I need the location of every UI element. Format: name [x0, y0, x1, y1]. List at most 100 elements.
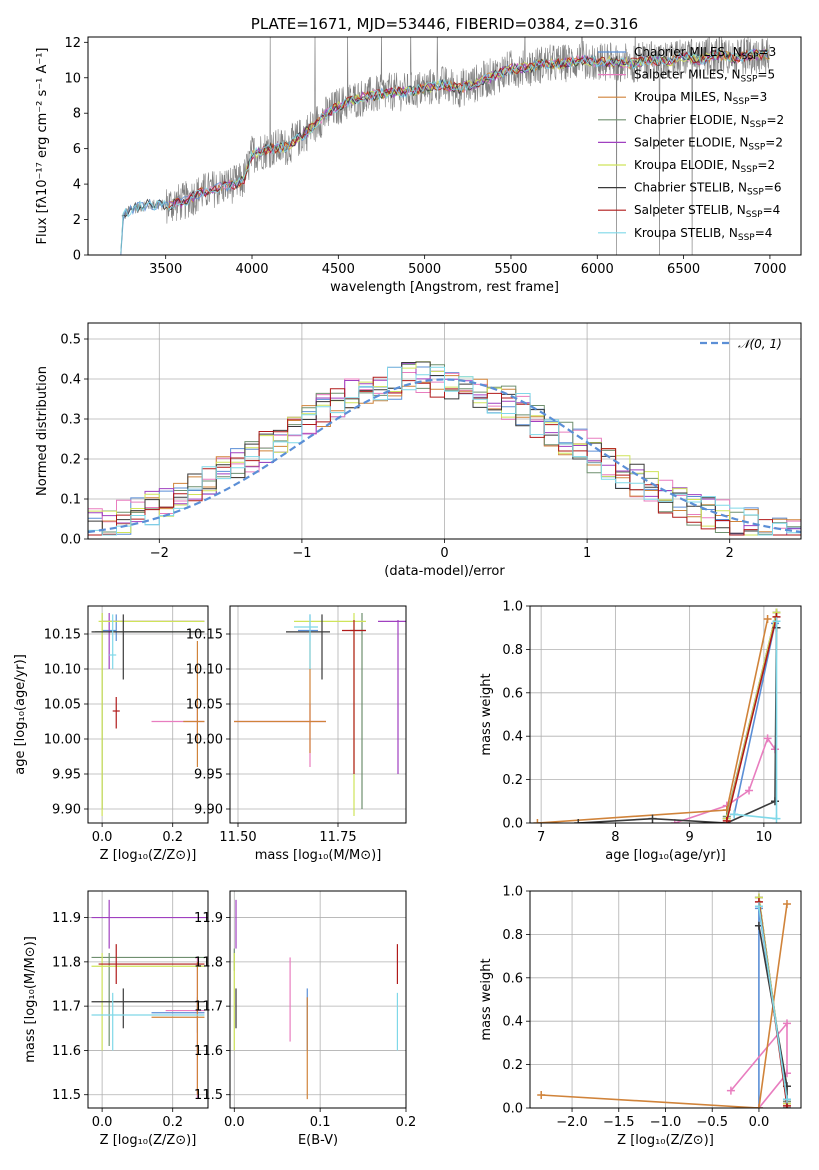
- y-tick-label: 10.05: [186, 698, 223, 713]
- weight-marker: [745, 786, 754, 795]
- error-bar-point: [342, 620, 366, 774]
- x-tick-label: 3500: [149, 262, 182, 277]
- weight-marker: [726, 1086, 735, 1095]
- chart-title: PLATE=1671, MJD=53446, FIBERID=0384, z=0…: [251, 15, 638, 33]
- y-tick-label: 10: [64, 71, 81, 86]
- y-tick-label: 11.6: [194, 1044, 223, 1059]
- y-axis-label: Normed distribution: [35, 366, 50, 496]
- y-tick-label: 0.4: [502, 1015, 523, 1030]
- x-tick-label: −1: [292, 546, 311, 561]
- weight-marker: [754, 902, 763, 911]
- x-tick-label: 2: [726, 546, 734, 561]
- legend: 𝒩(0, 1): [700, 337, 782, 351]
- legend-entry: Salpeter ELODIE, NSSP=2: [634, 135, 783, 152]
- y-tick-label: 10.15: [186, 628, 223, 643]
- y-tick-label: 0.2: [502, 773, 523, 788]
- y-tick-label: 11.9: [194, 911, 223, 926]
- y-tick-label: 10.00: [44, 733, 81, 748]
- y-tick-label: 9.95: [52, 768, 81, 783]
- legend-entry: Chabrier STELIB, NSSP=6: [634, 181, 782, 198]
- y-tick-label: 11.8: [194, 955, 223, 970]
- legend-entry: Kroupa STELIB, NSSP=4: [634, 226, 772, 243]
- legend-entry: Salpeter MILES, NSSP=5: [634, 68, 775, 85]
- axes-frame: [87, 36, 802, 256]
- error-bar-point: [294, 614, 318, 669]
- error-bar-point: [286, 614, 330, 680]
- y-axis-label: mass weight: [479, 673, 494, 755]
- weight-marker: [648, 814, 657, 823]
- y-tick-label: 10.15: [44, 628, 81, 643]
- weight-marker: [782, 900, 791, 909]
- panel-3: 0.0 0.2 9.90 9.95 10.00 10.05 10.10 10.15 Z [log…: [13, 605, 209, 863]
- x-axis-label: E(B-V): [298, 1133, 338, 1148]
- x-tick-label: 10: [756, 830, 773, 845]
- weight-marker: [782, 1019, 791, 1028]
- y-tick-label: 9.90: [194, 803, 223, 818]
- x-tick-label: 0.2: [396, 1115, 417, 1130]
- error-bar-point: [91, 992, 205, 1051]
- error-bar-point: [183, 641, 205, 767]
- legend-entry: Salpeter STELIB, NSSP=4: [634, 203, 780, 220]
- axes-frame: [87, 322, 802, 540]
- weight-marker: [722, 816, 731, 823]
- error-bar-point: [234, 641, 326, 753]
- y-tick-label: 0.6: [502, 971, 523, 986]
- y-tick-label: 10.05: [44, 698, 81, 713]
- error-bar-point: [294, 613, 366, 816]
- error-bar-point: [298, 614, 318, 641]
- error-bar-point: [91, 899, 208, 949]
- error-bar-point: [109, 614, 117, 669]
- y-tick-label: 11.7: [52, 1000, 81, 1015]
- x-tick-label: 11.75: [319, 830, 356, 845]
- plot-area: [533, 608, 781, 823]
- axes-frame: [229, 890, 407, 1109]
- error-bar-point: [98, 613, 205, 816]
- weight-marker: [763, 615, 772, 624]
- y-tick-label: 9.90: [52, 803, 81, 818]
- y-tick-label: 11.5: [52, 1088, 81, 1103]
- legend: Chabrier MILES, NSSP=3 Salpeter MILES, NS…: [598, 45, 784, 243]
- panel-8: −2.0 −1.5 −1.0 −0.5 0.0 0.0 0.2 0.4 0.6 0.8 1.0 Z […: [479, 885, 802, 1148]
- plot-area: [233, 899, 399, 1100]
- axes-frame: [229, 605, 407, 824]
- error-bar-point: [91, 614, 205, 680]
- histogram-series: [88, 376, 801, 536]
- x-tick-label: 11.50: [219, 830, 256, 845]
- plot-area: [120, 37, 770, 255]
- y-tick-label: 2: [73, 213, 81, 228]
- x-tick-label: 0.2: [162, 830, 183, 845]
- y-axis-label: Flux [fλ10⁻¹⁷ erg cm⁻² s⁻¹ A⁻¹]: [35, 48, 50, 245]
- y-tick-label: 0.2: [502, 1058, 523, 1073]
- axes-frame: [87, 605, 209, 824]
- error-bar-point: [91, 988, 205, 1029]
- legend-entry: Chabrier MILES, NSSP=3: [634, 45, 776, 62]
- weight-marker: [537, 1090, 546, 1099]
- x-tick-label: 0.0: [92, 1115, 113, 1130]
- weight-marker: [772, 617, 781, 626]
- error-bar-point: [91, 953, 205, 1046]
- error-bar-point: [151, 961, 205, 1095]
- error-bar-point: [350, 613, 366, 809]
- x-axis-label: age [log₁₀(age/yr)]: [605, 848, 726, 863]
- y-tick-label: 12: [64, 36, 81, 51]
- x-tick-label: 0.0: [92, 830, 113, 845]
- y-tick-label: 0.3: [60, 413, 81, 428]
- y-tick-label: 0.0: [502, 1102, 523, 1117]
- x-tick-label: 7: [537, 830, 545, 845]
- weight-series: [726, 616, 778, 821]
- panel-7: 0.0 0.1 0.2 11.5 11.6 11.7 11.8 11.9 E(B-V): [194, 890, 417, 1148]
- x-tick-label: 0.2: [162, 1115, 183, 1130]
- y-axis-label: mass weight: [479, 958, 494, 1040]
- axes-frame: [529, 605, 802, 824]
- x-axis-label: Z [log₁₀(Z/Z⊙)]: [100, 848, 197, 863]
- error-bar-point: [378, 620, 406, 774]
- x-tick-label: 0.0: [749, 1115, 770, 1130]
- x-tick-label: 6000: [581, 262, 614, 277]
- y-tick-label: 0.8: [502, 643, 523, 658]
- legend-entry: 𝒩(0, 1): [738, 337, 782, 351]
- y-tick-label: 8: [73, 107, 81, 122]
- weight-marker: [754, 1104, 763, 1108]
- y-tick-label: 1.0: [502, 600, 523, 615]
- y-tick-label: 0.8: [502, 928, 523, 943]
- x-tick-label: 5500: [494, 262, 527, 277]
